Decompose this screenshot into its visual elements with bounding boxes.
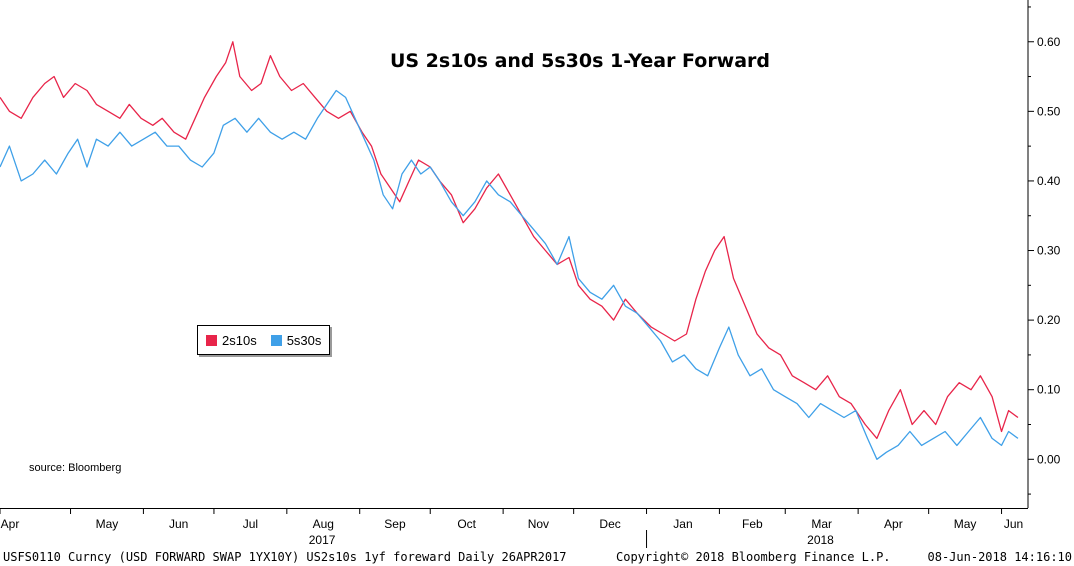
- axes-layer: [0, 0, 1034, 548]
- legend-item-2s10s: 2s10s: [206, 333, 257, 348]
- labels-layer: 0.60 0.50 0.40 0.30 0.20 0.10 0.00 Apr May Jun Jul…: [1, 35, 1061, 547]
- x-tick-label: May: [96, 517, 119, 531]
- x-tick-label: Aug: [313, 517, 334, 531]
- y-tick-label: 0.60: [1037, 35, 1061, 49]
- y-tick-label: 0.20: [1037, 313, 1061, 327]
- x-tick-label: Feb: [742, 517, 763, 531]
- x-tick-label: Jul: [243, 517, 258, 531]
- legend-item-5s30s: 5s30s: [270, 332, 322, 348]
- footer-security-description: USFS0110 Curncy (USD FORWARD SWAP 1YX10Y…: [3, 550, 567, 564]
- y-tick-label: 0.10: [1037, 383, 1061, 397]
- y-tick-label: 0.30: [1037, 244, 1061, 258]
- y-tick-label: 0.00: [1037, 452, 1061, 466]
- year-label: 2018: [807, 533, 834, 547]
- footer-copyright: Copyright© 2018 Bloomberg Finance L.P.: [616, 550, 891, 564]
- x-tick-label: Apr: [884, 517, 903, 531]
- series-line-5s30s: [0, 89, 1019, 460]
- chart-title: US 2s10s and 5s30s 1-Year Forward: [389, 50, 771, 72]
- x-tick-label: Nov: [528, 517, 549, 531]
- legend-label-5s30s: 5s30s: [286, 332, 322, 348]
- footer-timestamp: 08-Jun-2018 14:16:10: [927, 550, 1073, 564]
- x-tick-label: Apr: [1, 517, 20, 531]
- legend-label-2s10s: 2s10s: [222, 332, 257, 348]
- y-tick-label: 0.40: [1037, 174, 1061, 188]
- year-label: 2017: [309, 533, 336, 547]
- legend-swatch-5s30s: [270, 334, 282, 346]
- source-note: source: Bloomberg: [29, 462, 122, 474]
- x-tick-label: Sep: [384, 517, 406, 531]
- y-tick-label: 0.50: [1037, 104, 1061, 118]
- x-tick-label: Oct: [457, 517, 476, 531]
- series-layer: [0, 41, 1019, 460]
- x-tick-label: Mar: [811, 517, 832, 531]
- legend: 2s10s 5s30s: [197, 325, 330, 355]
- x-tick-label: Jun: [1004, 517, 1023, 531]
- x-tick-label: Jun: [169, 517, 188, 531]
- x-tick-label: May: [954, 517, 977, 531]
- x-tick-label: Dec: [599, 517, 620, 531]
- legend-swatch-2s10s: [206, 334, 217, 346]
- x-tick-label: Jan: [673, 517, 692, 531]
- series-line-2s10s: [0, 41, 1019, 440]
